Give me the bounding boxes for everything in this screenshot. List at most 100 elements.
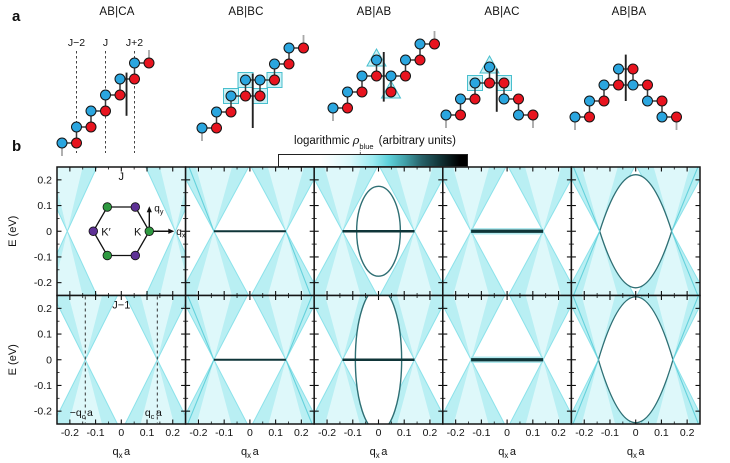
- red-atom: [283, 58, 295, 70]
- dirac-cone-core: [397, 295, 432, 360]
- blue-atom: [455, 93, 466, 105]
- dirac-cone-core: [453, 359, 489, 424]
- dirac-cone-core: [57, 167, 83, 232]
- x-tick-label: 0: [633, 427, 639, 439]
- density-symbol-sup: blue: [359, 142, 374, 151]
- x-tick-label: 0.1: [654, 427, 669, 439]
- cone-edge: [285, 177, 315, 232]
- k-point-dot: [102, 202, 113, 212]
- k-point-label: K′: [101, 226, 110, 238]
- cone-edge: [174, 231, 186, 255]
- red-atom: [143, 57, 155, 69]
- edge-state-line: [188, 167, 215, 232]
- k-prime-point-dot: [88, 226, 99, 236]
- cone-edge: [470, 231, 507, 296]
- edge-state-line: [572, 167, 601, 232]
- cone-edge: [442, 177, 472, 232]
- cone-edge: [84, 359, 118, 424]
- y-axis-label: E (eV): [7, 344, 19, 375]
- k-point-dot: [102, 250, 113, 261]
- dirac-cone-core: [656, 295, 690, 360]
- blue-atom: [656, 111, 668, 123]
- x-tick-label: 0.2: [165, 427, 180, 439]
- panel-frame-0-0: 0.2 0.1 0 -0.1 -0.2 E (eV): [7, 166, 187, 297]
- cone-edge: [542, 177, 572, 232]
- red-atom: [598, 95, 610, 107]
- blue-atom: [196, 122, 208, 134]
- cone-edge: [250, 167, 287, 232]
- dirac-cone-core: [268, 359, 304, 424]
- x-axis-label: qx a: [241, 446, 260, 460]
- qc-label-positive: qc a: [145, 407, 162, 421]
- density-symbol-sub: j: [359, 148, 362, 158]
- cone-edge: [671, 231, 701, 285]
- density-symbol-scripts: blue j: [359, 142, 374, 158]
- x-tick-label: 0.2: [551, 427, 566, 439]
- column-guide-label: J: [103, 37, 108, 49]
- band-panel-0-3: [442, 167, 572, 296]
- red-atom: [356, 86, 368, 98]
- cone-edge: [442, 231, 472, 285]
- qc-label-negative: −qc a: [70, 407, 93, 421]
- qx-arrow-label: qx: [176, 227, 186, 240]
- red-atom: [269, 74, 280, 86]
- cone-edge: [342, 231, 378, 296]
- edge-state-line: [672, 295, 700, 360]
- stacking-title-abac: AB|AC: [484, 6, 520, 18]
- y-tick-label: 0: [46, 354, 52, 366]
- edge-state-line: [572, 231, 601, 296]
- red-atom: [627, 63, 639, 75]
- dirac-cone-core: [196, 359, 232, 424]
- edge-state-line: [671, 167, 699, 232]
- edge-state-line: [671, 231, 699, 296]
- blue-atom: [100, 89, 111, 101]
- dirac-cone-core: [325, 359, 360, 424]
- cone-edge: [571, 231, 601, 285]
- red-atom: [429, 38, 440, 50]
- x-axis-label: qx a: [112, 446, 131, 460]
- y-tick-label: 0.1: [37, 200, 52, 212]
- dirac-cone-core: [268, 295, 304, 360]
- dirac-cone-core: [581, 167, 618, 232]
- x-tick-label: 0: [247, 427, 253, 439]
- dirac-cone-core: [57, 231, 83, 296]
- cone-edge: [213, 231, 250, 296]
- y-tick-label: 0.2: [37, 174, 52, 186]
- x-tick-label: -0.1: [215, 427, 233, 439]
- cone-edge: [124, 295, 158, 360]
- cone-edge: [379, 231, 415, 296]
- blue-atom: [400, 54, 411, 66]
- dirac-cone-core: [140, 359, 175, 424]
- cone-edge: [509, 295, 544, 360]
- blue-atom: [129, 57, 140, 69]
- red-atom: [414, 54, 426, 66]
- cone-edge: [379, 167, 415, 232]
- edge-state-line: [285, 295, 313, 360]
- red-atom: [385, 86, 397, 98]
- edge-state-line: [672, 359, 700, 424]
- band-panel-1-1: [185, 295, 315, 424]
- dirac-cone-core: [653, 231, 690, 296]
- dirac-cone-core: [159, 167, 186, 232]
- cone-edge: [542, 231, 572, 285]
- cone-edge: [252, 359, 287, 424]
- band-panel-1-3: [442, 295, 572, 424]
- red-atom: [584, 111, 595, 123]
- blue-atom: [225, 90, 237, 102]
- stacking-title-abca: AB|CA: [99, 6, 135, 18]
- x-tick-label: 0: [376, 427, 382, 439]
- qx-arrowhead: [168, 228, 175, 234]
- blue-atom: [114, 73, 126, 85]
- cone-edge: [57, 231, 68, 255]
- red-atom: [342, 102, 353, 114]
- cone-edge: [414, 177, 443, 232]
- stacking-diagram-1: [196, 35, 309, 141]
- cone-edge: [145, 167, 176, 232]
- red-atom: [527, 109, 539, 121]
- edge-state-line: [285, 359, 313, 424]
- stacking-diagram-0: J−2 J J+2: [56, 37, 155, 156]
- x-tick-label: 0.2: [423, 427, 438, 439]
